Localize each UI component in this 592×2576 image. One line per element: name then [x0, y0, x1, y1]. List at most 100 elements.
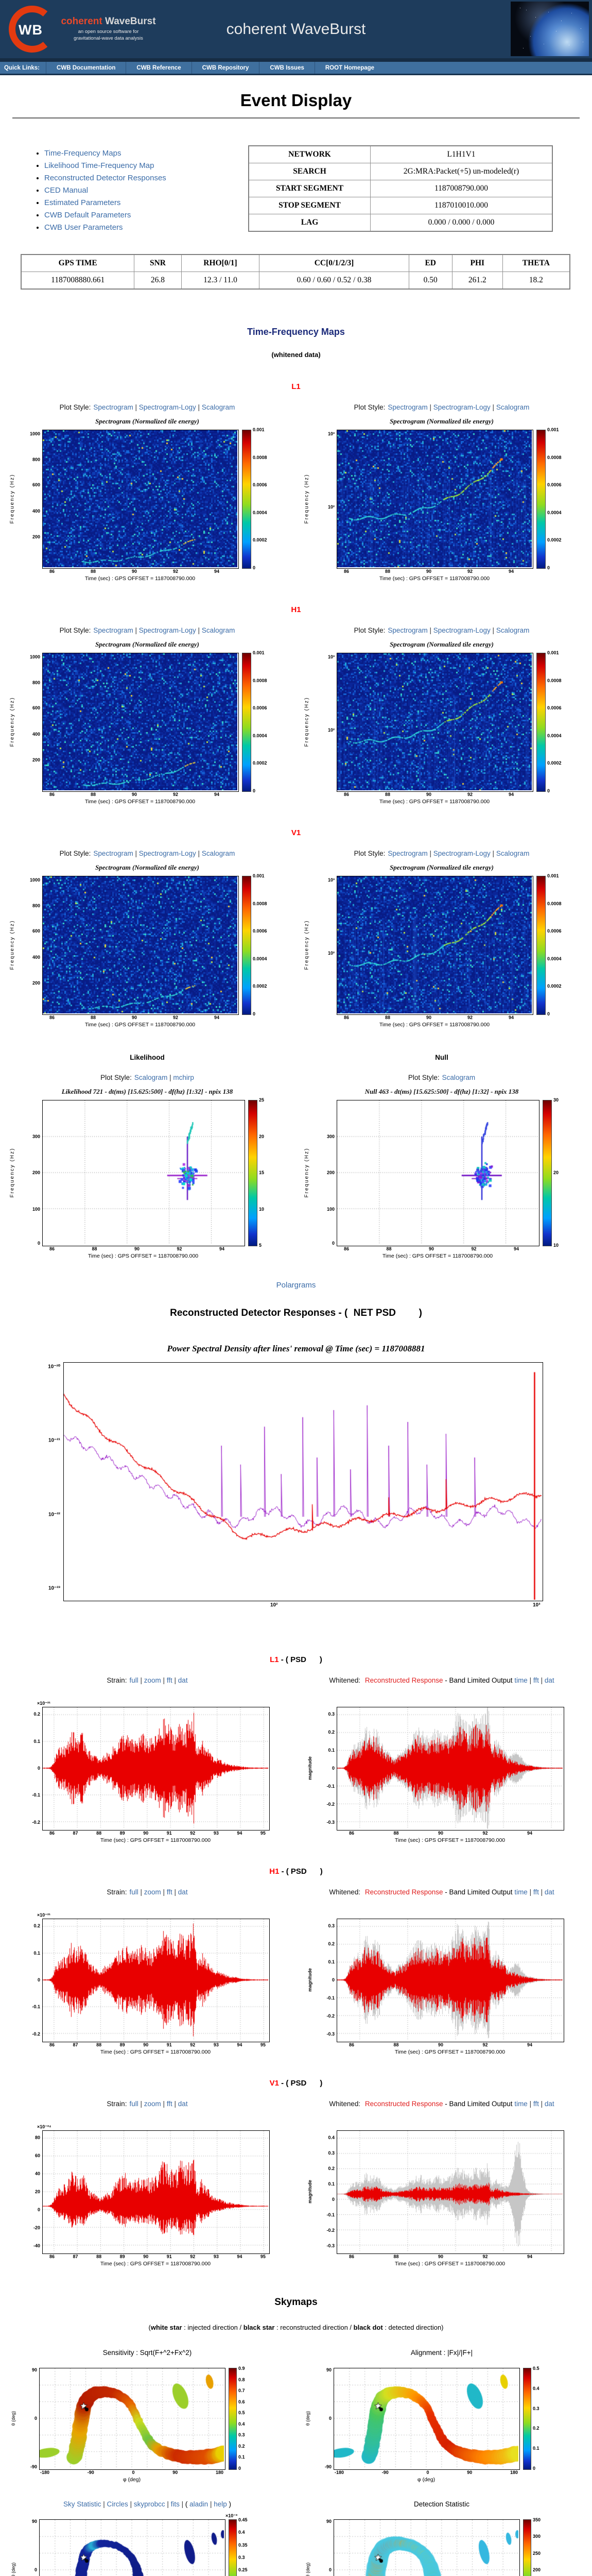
network-value-network: L1H1V1	[370, 145, 553, 163]
toc-link-likelihood-time-frequency-map[interactable]: Likelihood Time-Frequency Map	[44, 161, 154, 170]
whitened-link-time[interactable]: time	[514, 1888, 528, 1896]
strain-link-full[interactable]: full	[129, 1888, 138, 1896]
colorbar-tick-label: 0.0006	[253, 482, 267, 488]
strain-link-full[interactable]: full	[129, 1676, 138, 1684]
paren-open: (	[185, 2500, 190, 2508]
tf-h1-log-style-link-scalogram[interactable]: Scalogram	[496, 626, 530, 634]
toc-link-reconstructed-detector-responses[interactable]: Reconstructed Detector Responses	[44, 174, 166, 182]
y-axis-ticks: 0.2 0.1 0 -0.1 -0.2	[22, 1707, 41, 1829]
tf-l1-lin-plot-style-row: Plot Style: Spectrogram | Spectrogram-Log…	[0, 403, 294, 411]
likelihood-style-link-mchirp[interactable]: mchirp	[173, 1074, 194, 1081]
strain-link-zoom[interactable]: zoom	[144, 1888, 161, 1896]
colorbar-tick-label: 0	[547, 565, 550, 570]
summary-table-wrap: GPS TIME SNR RHO[0/1] CC[0/1/2/3] ED PHI THETA…	[21, 254, 571, 290]
separator: |	[538, 1888, 545, 1896]
whitened-link-fft[interactable]: fft	[533, 1676, 539, 1684]
y-tick-label: -0.2	[326, 1801, 335, 1807]
whitened-canvas-frame	[337, 1707, 564, 1831]
strain-link-fft[interactable]: fft	[166, 2100, 172, 2108]
null-style-link-scalogram[interactable]: Scalogram	[442, 1074, 476, 1081]
strain-link-fft[interactable]: fft	[166, 1888, 172, 1896]
toc-item-estimated-parameters: Estimated Parameters	[44, 198, 233, 207]
y-axis-label: Frequency (Hz)	[304, 920, 310, 970]
whitened-link-fft[interactable]: fft	[533, 2100, 539, 2108]
tf-h1-lin-style-link-scalogram[interactable]: Scalogram	[201, 626, 235, 634]
network-value-start-segment: 1187008790.000	[370, 180, 553, 197]
whitened-canvas-frame	[337, 1919, 564, 2042]
tf-h1-log-style-link-spectrogram[interactable]: Spectrogram	[388, 626, 428, 634]
strain-link-full[interactable]: full	[129, 2100, 138, 2108]
strain-link-dat[interactable]: dat	[178, 1676, 188, 1684]
skymap-sky-statistic-plot: θ (deg)900-900.450.40.350.30.250.20.150.…	[11, 2513, 294, 2576]
whitened-links-l1: Whitened: Reconstructed Response - Band …	[294, 1676, 589, 1684]
sky-link-circles[interactable]: Circles	[107, 2500, 128, 2508]
quick-link-cwb-reference[interactable]: CWB Reference	[126, 62, 191, 74]
rdr-psd-close: )	[320, 1867, 323, 1876]
separator: |	[208, 2500, 214, 2508]
whitened-link-dat[interactable]: dat	[544, 1888, 554, 1896]
whitened-plot-v1: magnitude 0.4 0.3 0.2 0.1 0 -0.1 -0.2 -0.3	[307, 2130, 589, 2254]
strain-link-dat[interactable]: dat	[178, 1888, 188, 1896]
y-tick-label: 100	[32, 1206, 40, 1212]
toc-link-estimated-parameters[interactable]: Estimated Parameters	[44, 198, 121, 207]
separator: |	[538, 2100, 545, 2108]
y-tick-label: 100	[326, 1206, 335, 1212]
tf-v1-lin-style-link-scalogram[interactable]: Scalogram	[201, 850, 235, 857]
rdr-psd-prefix: - ( PSD	[278, 1655, 306, 1664]
sky-link-skyprobcc[interactable]: skyprobcc	[133, 2500, 165, 2508]
tf-l1-lin-style-link-spectrogram[interactable]: Spectrogram	[93, 403, 133, 411]
toc-link-cwb-default-parameters[interactable]: CWB Default Parameters	[44, 211, 131, 219]
quick-link-root-homepage[interactable]: ROOT Homepage	[314, 62, 385, 74]
whitened-link-fft[interactable]: fft	[533, 1888, 539, 1896]
whitened-link-dat[interactable]: dat	[544, 1676, 554, 1684]
likelihood-style-link-scalogram[interactable]: Scalogram	[134, 1074, 168, 1081]
tf-h1-lin-style-link-spectrogram-logy[interactable]: Spectrogram-Logy	[138, 626, 196, 634]
sky-link-aladin[interactable]: aladin	[189, 2500, 208, 2508]
tf-l1-lin-style-link-scalogram[interactable]: Scalogram	[201, 403, 235, 411]
tf-h1-log-style-link-spectrogram-logy[interactable]: Spectrogram-Logy	[433, 626, 491, 634]
separator: |	[128, 2500, 134, 2508]
whitened-link-time[interactable]: time	[514, 1676, 528, 1684]
x-tick-label: 88	[393, 1831, 399, 1836]
tf-l1-log-style-link-spectrogram[interactable]: Spectrogram	[388, 403, 428, 411]
whitened-link-time[interactable]: time	[514, 2100, 528, 2108]
strain-link-zoom[interactable]: zoom	[144, 2100, 161, 2108]
x-tick-label: 87	[73, 2254, 78, 2259]
sky-link-fits[interactable]: fits	[170, 2500, 180, 2508]
strain-links-l1: Strain: full | zoom | fft | dat	[0, 1676, 294, 1684]
tf-h1-lin-style-link-spectrogram[interactable]: Spectrogram	[93, 626, 133, 634]
quick-link-cwb-repository[interactable]: CWB Repository	[191, 62, 259, 74]
strain-link-zoom[interactable]: zoom	[144, 1676, 161, 1684]
colorbar-tick-label: 0.0002	[547, 537, 562, 543]
skymaps-caption: (white star : injected direction / black…	[0, 2324, 592, 2331]
whitened-link-dat[interactable]: dat	[544, 2100, 554, 2108]
tf-l1-lin-style-link-spectrogram-logy[interactable]: Spectrogram-Logy	[138, 403, 196, 411]
separator: |	[490, 626, 496, 634]
tf-l1-log-style-link-scalogram[interactable]: Scalogram	[496, 403, 530, 411]
x-tick-label: 88	[90, 1015, 96, 1020]
toc-link-time-frequency-maps[interactable]: Time-Frequency Maps	[44, 149, 121, 158]
x-tick-label: 88	[393, 2042, 399, 2047]
separator: |	[427, 626, 433, 634]
whitened-label: Whitened:	[329, 1676, 361, 1684]
tf-v1-log-style-link-spectrogram[interactable]: Spectrogram	[388, 850, 428, 857]
x-tick-label: 86	[344, 1015, 350, 1020]
sky-link-sky-statistic[interactable]: Sky Statistic	[63, 2500, 101, 2508]
network-table-row: SEARCH 2G:MRA:Packet(+5) un-modeled(r)	[248, 163, 553, 180]
toc-link-cwb-user-parameters[interactable]: CWB User Parameters	[44, 223, 123, 232]
quick-link-cwb-documentation[interactable]: CWB Documentation	[46, 62, 126, 74]
tf-v1-log-style-link-scalogram[interactable]: Scalogram	[496, 850, 530, 857]
sky-link-help[interactable]: help	[214, 2500, 227, 2508]
tf-v1-lin-style-link-spectrogram[interactable]: Spectrogram	[93, 850, 133, 857]
tf-l1-log-style-link-spectrogram-logy[interactable]: Spectrogram-Logy	[433, 403, 491, 411]
strain-link-dat[interactable]: dat	[178, 2100, 188, 2108]
tf-v1-lin-style-link-spectrogram-logy[interactable]: Spectrogram-Logy	[138, 850, 196, 857]
tf-v1-lin-plot-style-row: Plot Style: Spectrogram | Spectrogram-Log…	[0, 850, 294, 857]
polargrams-link[interactable]: Polargrams	[276, 1281, 316, 1290]
strain-link-fft[interactable]: fft	[166, 1676, 172, 1684]
toc-link-ced-manual[interactable]: CED Manual	[44, 186, 89, 195]
quick-link-cwb-issues[interactable]: CWB Issues	[259, 62, 314, 74]
tf-v1-log-style-link-spectrogram-logy[interactable]: Spectrogram-Logy	[433, 850, 491, 857]
x-tick-label: 89	[119, 2254, 125, 2259]
colorbar-tick-label: 0.001	[253, 873, 265, 878]
